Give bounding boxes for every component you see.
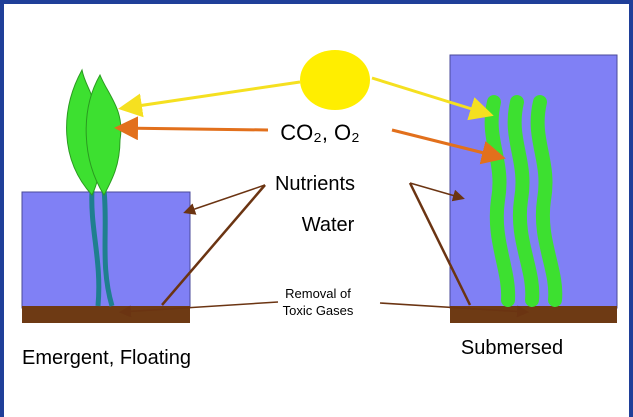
- emergent-label: Emergent, Floating: [22, 347, 191, 369]
- diagram: CO₂, O₂ Nutrients Water Removal of Toxic…: [0, 0, 633, 417]
- nutrients-label: Nutrients: [275, 173, 355, 195]
- water-label: Water: [302, 214, 355, 236]
- sun: [300, 50, 370, 110]
- submersed-label: Submersed: [461, 337, 563, 359]
- removal-label: Removal of: [285, 286, 351, 301]
- removal-label: Toxic Gases: [283, 303, 354, 318]
- gases-label: CO₂, O₂: [280, 120, 359, 145]
